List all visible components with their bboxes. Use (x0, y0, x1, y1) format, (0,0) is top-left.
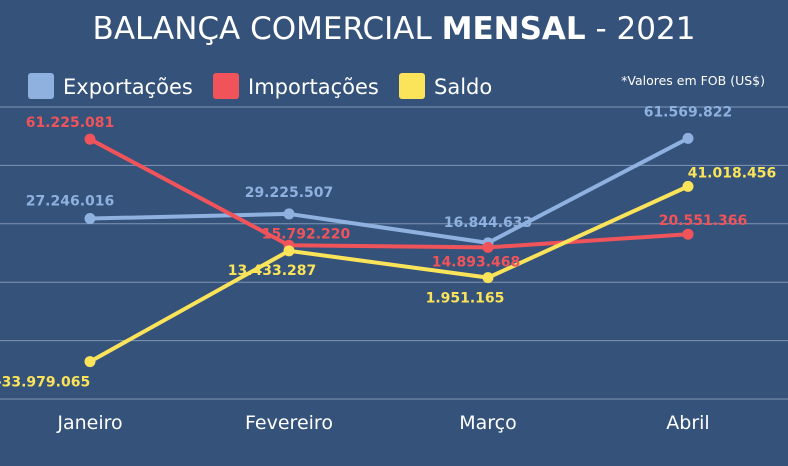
series-line-saldo (88, 184, 690, 364)
data-label-importacoes-0: 61.225.081 (26, 115, 115, 131)
legend-label-saldo: Saldo (434, 75, 492, 99)
point-saldo-1 (283, 245, 295, 257)
legend-label-importacoes: Importações (248, 75, 379, 99)
data-label-exportacoes-0: 27.246.016 (26, 194, 115, 210)
legend-swatch-exportacoes (28, 73, 54, 99)
data-label-exportacoes-3: 61.569.822 (644, 104, 733, 120)
data-label-exportacoes-2: 16.844.633 (444, 215, 533, 231)
legend-label-exportacoes: Exportações (63, 75, 193, 99)
point-importacoes-0 (84, 133, 96, 145)
grid-lines (0, 106, 788, 400)
series-lines (88, 136, 690, 364)
data-label-saldo-3: 41.018.456 (688, 165, 777, 181)
legend: Exportações Importações Saldo (28, 73, 492, 99)
data-label-saldo-0: -33.979.065 (0, 375, 90, 391)
series-line-importacoes (88, 137, 690, 250)
point-exportacoes-0 (84, 213, 96, 225)
point-importacoes-2 (482, 241, 494, 253)
point-saldo-2 (482, 272, 494, 284)
point-importacoes-3 (682, 228, 694, 240)
point-saldo-0 (84, 356, 96, 368)
point-exportacoes-3 (682, 132, 694, 144)
chart-title: BALANÇA COMERCIAL MENSAL - 2021 (93, 11, 696, 47)
title-regular: BALANÇA COMERCIAL (93, 11, 442, 47)
data-label-importacoes-2: 14.893.468 (432, 254, 521, 270)
legend-swatch-saldo (399, 73, 425, 99)
legend-swatch-importacoes (213, 73, 239, 99)
point-saldo-3 (682, 180, 694, 192)
data-label-importacoes-3: 20.551.366 (659, 213, 748, 229)
series-line-exportacoes (88, 136, 690, 245)
category-labels: Janeiro Fevereiro Março Abril (56, 412, 709, 434)
category-label-0: Janeiro (56, 412, 122, 434)
data-label-exportacoes-1: 29.225.507 (245, 185, 334, 201)
data-labels: 27.246.016 29.225.507 16.844.633 61.569.822… (0, 104, 776, 390)
title-suffix: - 2021 (586, 11, 696, 47)
title-bold: MENSAL (442, 11, 586, 47)
category-label-1: Fevereiro (245, 412, 333, 434)
category-label-2: Março (459, 412, 517, 434)
data-label-saldo-1: 13.433.287 (228, 263, 317, 279)
point-exportacoes-1 (283, 208, 295, 220)
values-note: *Valores em FOB (US$) (621, 73, 765, 88)
data-label-importacoes-1: 15.792.220 (262, 226, 351, 242)
data-label-saldo-2: 1.951.165 (426, 291, 505, 307)
category-label-3: Abril (666, 412, 709, 434)
series-points (84, 132, 694, 368)
